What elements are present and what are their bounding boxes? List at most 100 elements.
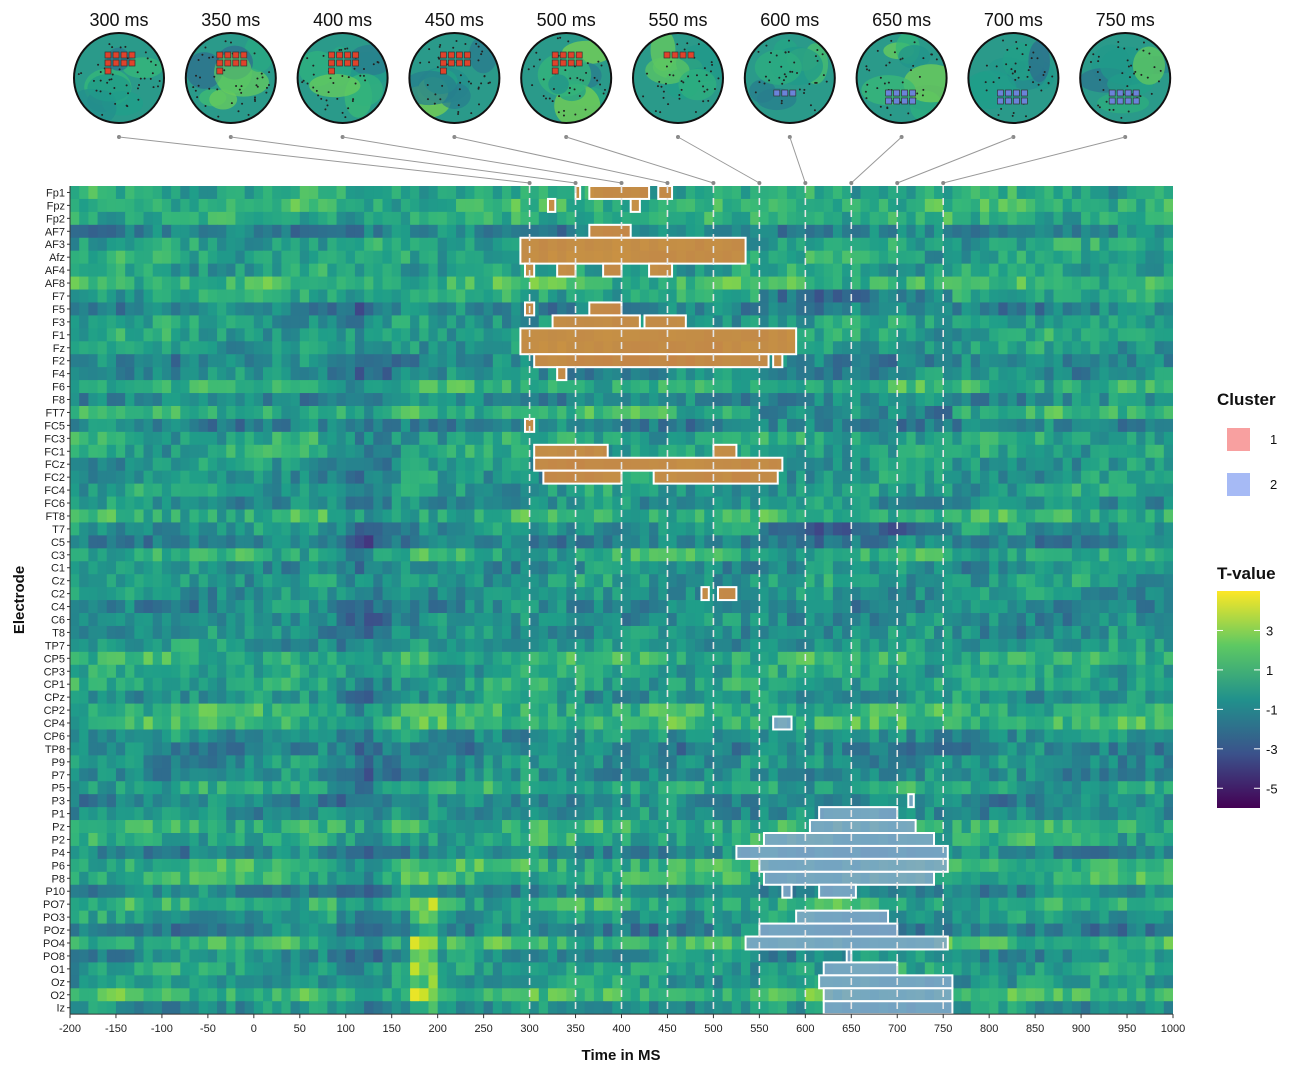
electrode-label: F1	[52, 330, 65, 342]
heatmap-row-p5	[70, 781, 1173, 795]
electrode-label: C2	[51, 589, 65, 601]
heatmap-row-c4	[70, 600, 1173, 614]
heatmap-row-cz	[70, 574, 1173, 588]
electrode-label: FT8	[45, 511, 65, 523]
electrode-label: FT7	[45, 407, 65, 419]
electrode-label: Oz	[51, 977, 65, 989]
electrode-label: F2	[52, 356, 65, 368]
heatmap-row-cp6	[70, 729, 1173, 743]
cluster-2-region	[822, 987, 954, 1003]
x-tick-label: 1000	[1161, 1023, 1185, 1035]
heatmap-row-tp7	[70, 638, 1173, 653]
heatmap-row-f5	[70, 302, 1173, 316]
topoplot-connector-lines	[117, 135, 1128, 185]
heatmap-row-f4	[70, 367, 1173, 381]
x-tick-label: 100	[337, 1023, 355, 1035]
x-tick-label: 700	[888, 1023, 906, 1035]
electrode-label: F8	[52, 395, 65, 407]
x-tick-label: 600	[796, 1023, 814, 1035]
cluster-1-region	[588, 186, 651, 200]
heatmap-row-p1	[70, 807, 1173, 821]
heatmap-row-cpz	[70, 690, 1173, 704]
topoplot-550ms: 550 ms	[632, 10, 724, 124]
x-tick-label: 850	[1026, 1023, 1044, 1035]
topoplot-350ms: 350 ms	[184, 10, 277, 124]
x-tick-label: 750	[934, 1023, 952, 1035]
electrode-label: Fp1	[46, 187, 65, 199]
y-axis: Fp1FpzFp2AF7AF3AfzAF4AF8F7F5F3F1FzF2F4F6…	[43, 186, 71, 1015]
topoplot-connector	[897, 136, 1014, 184]
cluster-2-region	[758, 922, 899, 938]
cluster-1-swatch	[1227, 428, 1250, 451]
electrode-label: P4	[52, 847, 65, 859]
y-axis-title: Electrode	[11, 566, 28, 634]
topoplot-title: 550 ms	[648, 10, 707, 30]
cluster-2-region	[762, 870, 936, 886]
electrode-label: T7	[52, 524, 65, 536]
x-tick-label: 150	[383, 1023, 401, 1035]
electrode-label: C3	[51, 550, 65, 562]
cluster-1-region	[712, 443, 738, 459]
cluster-1-region	[700, 586, 710, 602]
heatmap-row-fp1	[70, 186, 1173, 200]
electrode-label: Afz	[49, 252, 65, 264]
colorbar-tick-label: -3	[1266, 742, 1278, 757]
electrode-label: POz	[44, 925, 65, 937]
cluster-1-region	[542, 469, 623, 485]
electrode-label: FC2	[44, 472, 65, 484]
cluster-1-region	[533, 353, 770, 369]
heatmap-row-c1	[70, 561, 1173, 575]
heatmap-row-fc4	[70, 483, 1173, 497]
electrode-label: PO7	[43, 899, 65, 911]
heatmap-row-ft7	[70, 405, 1173, 420]
x-tick-label: 500	[704, 1023, 722, 1035]
topoplot-400ms: 400 ms	[296, 10, 389, 124]
cluster-2-region	[758, 857, 949, 873]
cluster-2-region	[781, 883, 793, 899]
topoplot-300ms: 300 ms	[73, 10, 165, 124]
topoplot-connector	[850, 136, 902, 184]
electrode-label: FC3	[44, 433, 65, 445]
electrode-label: T8	[52, 627, 65, 639]
cluster-1-region	[772, 353, 784, 369]
electrode-label: AF4	[45, 265, 65, 277]
x-tick-label: 650	[842, 1023, 860, 1035]
cluster-2-region	[907, 793, 915, 809]
electrode-label: PO3	[43, 912, 65, 924]
heatmap-row-fp2	[70, 211, 1173, 226]
topoplot-title: 500 ms	[537, 10, 596, 30]
electrode-label: AF7	[45, 226, 65, 238]
colorbar-ticks: 3 1 -1 -3 -5	[1217, 623, 1278, 796]
electrode-label: C4	[51, 602, 65, 614]
electrode-label: PO4	[43, 938, 65, 950]
electrode-label: C5	[51, 537, 65, 549]
heatmap-row-fc3	[70, 431, 1173, 446]
cluster-2-label: 2	[1270, 477, 1277, 492]
cluster-2-region	[808, 819, 917, 834]
heatmap-row-cp5	[70, 651, 1173, 666]
x-tick-label: 950	[1118, 1023, 1136, 1035]
dashed-reference-lines	[528, 186, 945, 1015]
topoplot-title: 700 ms	[984, 10, 1043, 30]
topoplot-row: 300 ms 350 ms 400 ms 450 ms 500 ms 550 ms 600 …	[73, 10, 1172, 124]
topoplot-connector	[230, 136, 576, 184]
cluster-2-region	[818, 806, 899, 822]
electrode-label: TP7	[45, 640, 65, 652]
cluster-1-region	[652, 469, 779, 485]
electrode-label: AF8	[45, 278, 65, 290]
electrode-label: O1	[50, 964, 65, 976]
colorbar-gradient	[1217, 591, 1260, 808]
cluster-1-region	[648, 262, 674, 278]
x-tick-label: -200	[59, 1023, 81, 1035]
topoplot-connector	[789, 136, 806, 184]
electrode-label: AF3	[45, 239, 65, 251]
heatmap-row-f6	[70, 380, 1173, 394]
x-tick-label: -50	[200, 1023, 216, 1035]
colorbar-tick-label: -5	[1266, 781, 1278, 796]
heatmap-row-cp1	[70, 677, 1173, 692]
electrode-label: P8	[52, 873, 65, 885]
topoplot-450ms: 450 ms	[408, 10, 501, 124]
electrode-label: Iz	[56, 1003, 65, 1015]
heatmap-row-tp8	[70, 742, 1173, 756]
